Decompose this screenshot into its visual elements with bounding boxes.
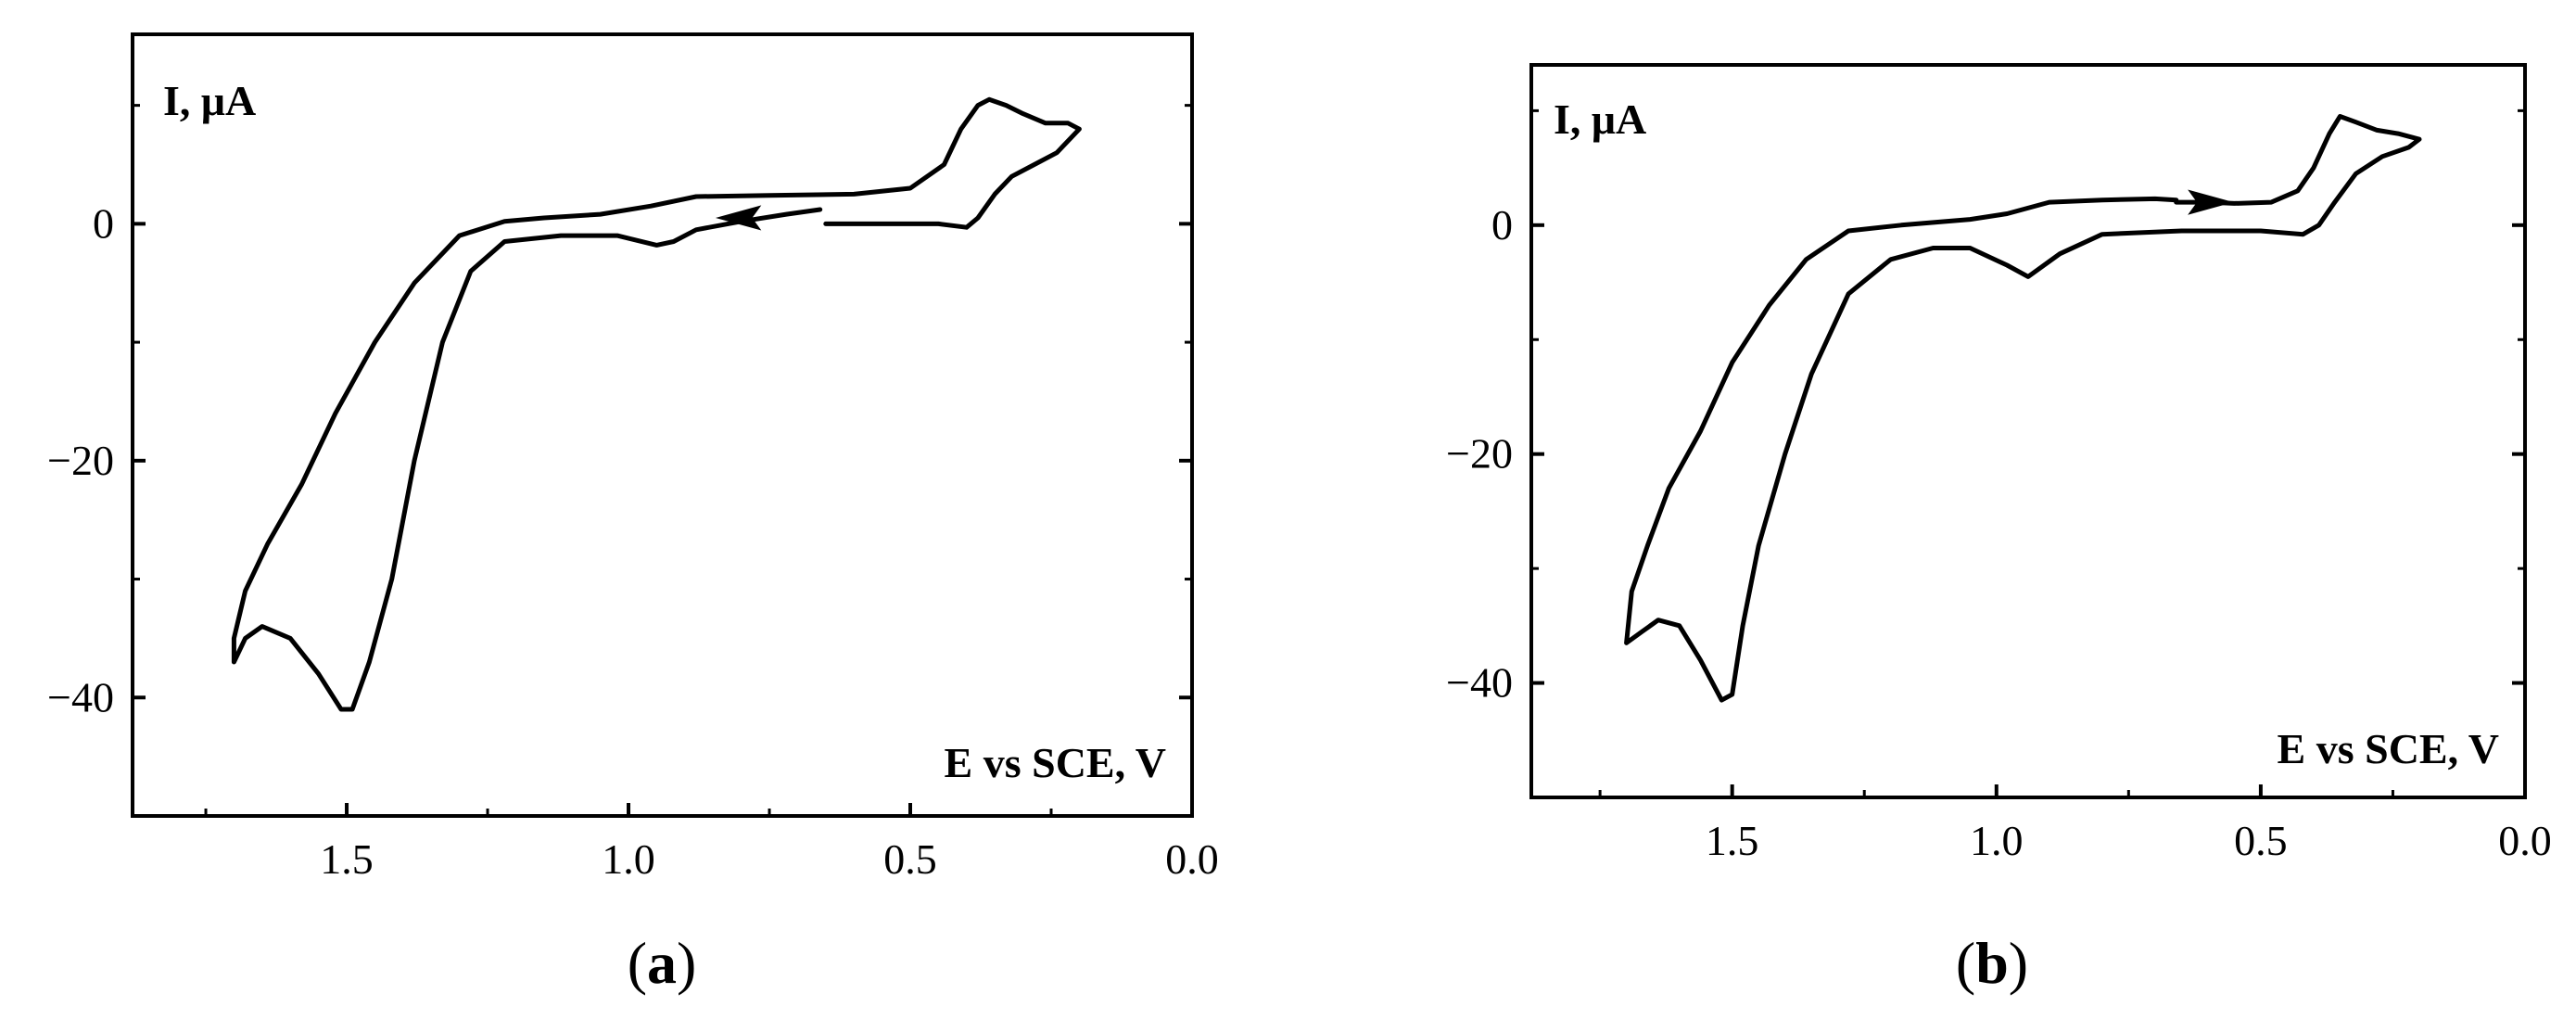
y-tick-label: 0: [93, 199, 114, 247]
cv-curve-a: [231, 96, 1082, 712]
y-tick-label: 0: [1491, 201, 1513, 248]
scan-direction-arrow-a: [715, 205, 762, 231]
x-axis-label-a: E vs SCE, V: [945, 739, 1166, 786]
plot-frame-b: [1529, 63, 2527, 799]
x-tick-label: 1.0: [1970, 817, 2024, 864]
y-tick-label: −40: [1446, 659, 1513, 707]
y-axis-label-b: I, μA: [1554, 96, 1646, 143]
x-tick-label: 0.5: [2234, 817, 2288, 864]
plot-frame-a: [131, 32, 1194, 818]
x-tick-label: 1.0: [602, 835, 655, 883]
y-tick-label: −40: [47, 673, 114, 720]
y-tick-label: −20: [1446, 430, 1513, 478]
panel-a: I, μA E vs SCE, V 1.5 1.0 0.5 0.0 0 −20 −40 (a…: [47, 32, 1219, 996]
x-axis-label-b: E vs SCE, V: [2278, 725, 2499, 772]
panel-letter-b: b: [1975, 930, 2009, 996]
axis-ticks-b: 1.5 1.0 0.5 0.0 0 −20 −40: [1446, 108, 2552, 864]
x-tick-label: 1.5: [1706, 817, 1759, 864]
x-tick-label: 0.0: [1165, 835, 1219, 883]
x-tick-label: 0.0: [2498, 817, 2552, 864]
axis-ticks-a: 1.5 1.0 0.5 0.0 0 −20 −40: [47, 104, 1219, 883]
cv-curve-b: [1624, 114, 2422, 703]
panel-b: I, μA E vs SCE, V 1.5 1.0 0.5 0.0 0 −20 −40 (b…: [1446, 63, 2552, 996]
scan-direction-arrow-b: [2188, 189, 2234, 215]
x-tick-label: 1.5: [320, 835, 374, 883]
panel-label-b: (b): [1956, 930, 2028, 996]
x-tick-label: 0.5: [883, 835, 937, 883]
panel-letter-a: a: [647, 930, 677, 996]
panel-label-a: (a): [628, 930, 697, 996]
y-tick-label: −20: [47, 437, 114, 484]
y-axis-label-a: I, μA: [163, 77, 256, 124]
